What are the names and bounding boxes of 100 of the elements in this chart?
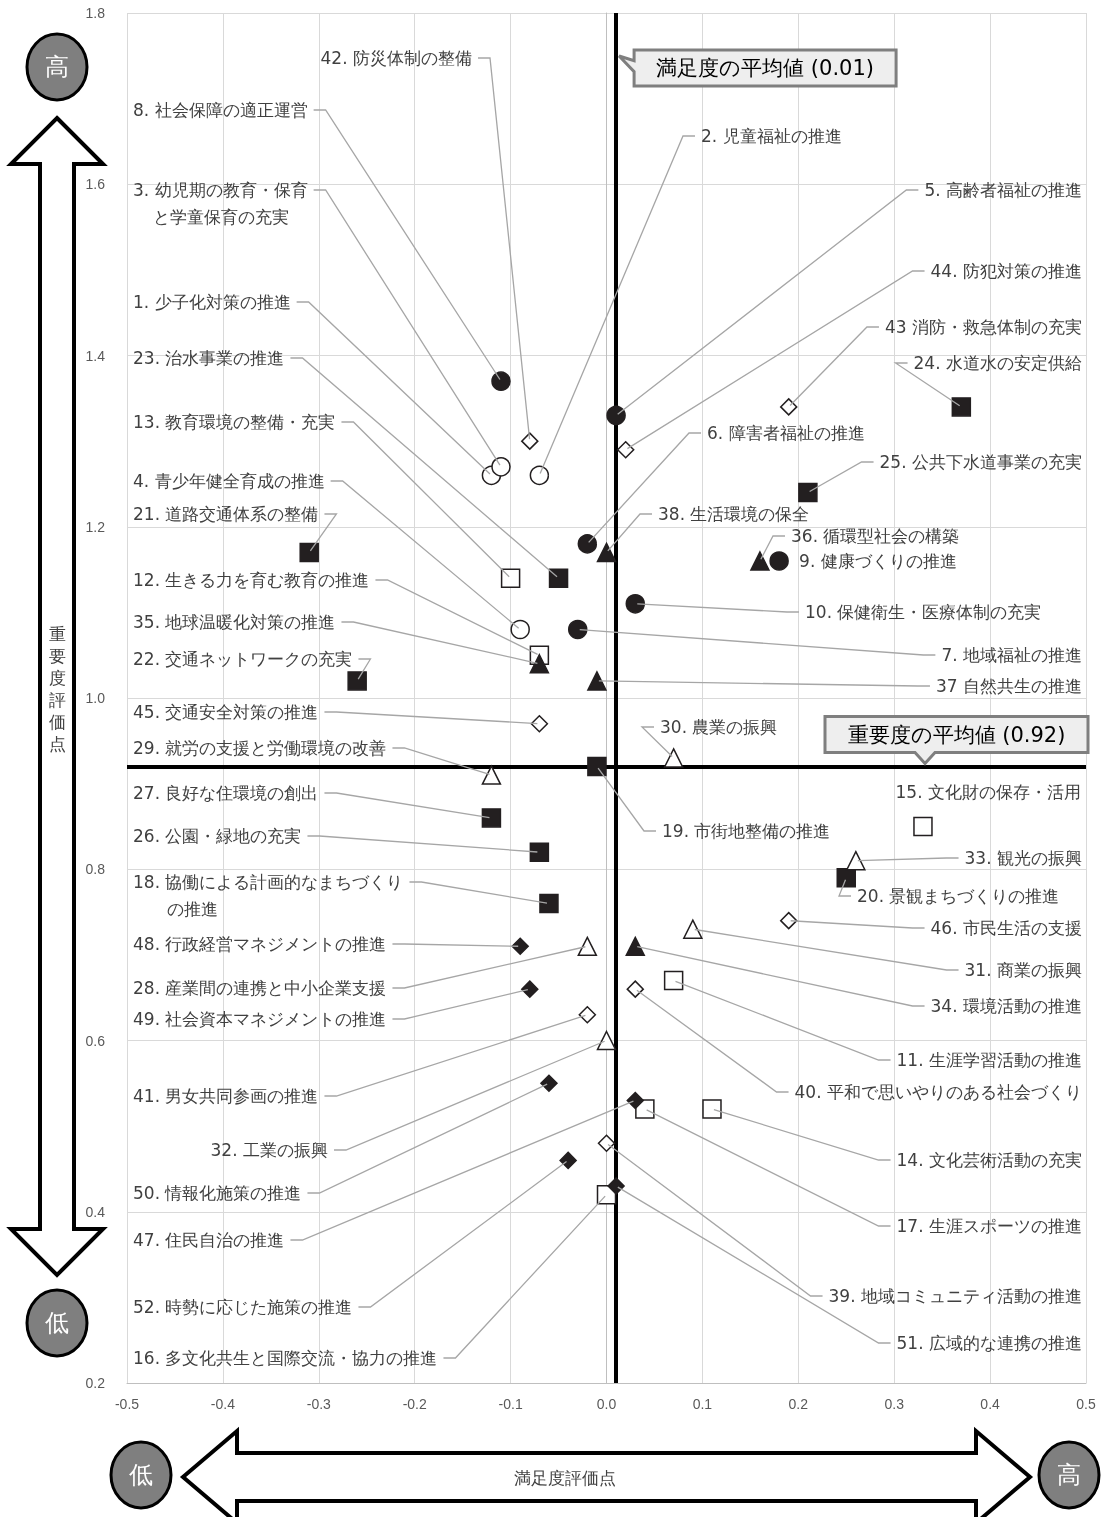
y-tick-label: 1.8 bbox=[85, 5, 106, 21]
point bbox=[626, 980, 645, 998]
x-axis-title: 満足度評価点 bbox=[514, 1468, 616, 1488]
annotation: 33. 観光の振興 bbox=[964, 848, 1082, 868]
point bbox=[529, 654, 550, 674]
point bbox=[683, 919, 703, 939]
annotation: 46. 市民生活の支援 bbox=[930, 918, 1082, 938]
y-tick-label: 1.4 bbox=[85, 347, 106, 364]
x-tick-label: -0.1 bbox=[498, 1396, 523, 1412]
annotation: 47. 住民自治の推進 bbox=[133, 1230, 285, 1250]
annotation: 49. 社会資本マネジメントの推進 bbox=[133, 1009, 387, 1029]
annotation: 21. 道路交通体系の整備 bbox=[133, 504, 319, 524]
point bbox=[626, 1091, 645, 1110]
x-tick-label: 0.1 bbox=[692, 1396, 713, 1412]
point bbox=[607, 1177, 625, 1195]
x-tick-label: -0.5 bbox=[114, 1396, 140, 1412]
y-tick-label: 1.0 bbox=[85, 690, 106, 706]
ref-line-label: 重要度の平均値 (0.92) bbox=[847, 722, 1066, 747]
point bbox=[577, 534, 598, 554]
annotation: 41. 男女共同参画の推進 bbox=[133, 1086, 319, 1106]
annotation: 12. 生きる力を育む教育の推進 bbox=[133, 570, 370, 590]
x-tick-label: -0.2 bbox=[402, 1396, 427, 1412]
annotation: 43 消防・救急体制の充実 bbox=[884, 317, 1082, 337]
annotation: 18. 協働による計画的なまちづくりの推進 bbox=[133, 872, 404, 919]
point bbox=[530, 714, 549, 733]
annotation: 2. 児童福祉の推進 bbox=[701, 126, 842, 146]
annotation: 16. 多文化共生と国際交流・協力の推進 bbox=[133, 1348, 438, 1368]
text: 低 bbox=[45, 1309, 69, 1337]
annotation: 10. 保健衛生・医療体制の充実 bbox=[805, 602, 1042, 622]
annotation: 37 自然共生の推進 bbox=[935, 676, 1082, 696]
point bbox=[521, 980, 539, 998]
point bbox=[769, 551, 789, 571]
x-tick-label: 0.2 bbox=[788, 1396, 809, 1412]
annotation: 26. 公園・緑地の充実 bbox=[133, 826, 302, 846]
annotation: 17. 生涯スポーツの推進 bbox=[896, 1216, 1082, 1236]
point bbox=[616, 440, 635, 459]
point bbox=[750, 551, 770, 571]
point bbox=[529, 842, 550, 862]
point bbox=[510, 619, 530, 640]
point bbox=[798, 482, 818, 503]
annotation: 25. 公共下水道事業の充実 bbox=[879, 452, 1082, 472]
point bbox=[481, 765, 502, 785]
y-tick-label: 1.6 bbox=[85, 176, 106, 193]
annotation: 32. 工業の振興 bbox=[210, 1140, 328, 1160]
annotation: 44. 防犯対策の推進 bbox=[930, 261, 1082, 281]
annotation: 20. 景観まちづくりの推進 bbox=[857, 886, 1060, 906]
point bbox=[578, 1006, 597, 1024]
annotation: 45. 交通安全対策の推進 bbox=[133, 702, 319, 722]
text: 低 bbox=[129, 1461, 153, 1489]
ref-line-label: 満足度の平均値 (0.01) bbox=[656, 56, 874, 80]
point bbox=[500, 568, 521, 588]
y-tick-label: 0.8 bbox=[85, 861, 106, 878]
annotation: 14. 文化芸術活動の充実 bbox=[896, 1150, 1082, 1170]
point bbox=[587, 756, 607, 777]
point bbox=[299, 542, 319, 563]
point bbox=[511, 937, 529, 956]
point bbox=[836, 868, 856, 888]
annotation: 35. 地球温暖化対策の推進 bbox=[133, 612, 336, 632]
point bbox=[568, 619, 588, 640]
point bbox=[702, 1099, 722, 1119]
annotation: 29. 就労の支援と労働環境の改善 bbox=[133, 738, 387, 758]
annotation: 8. 社会保障の適正運営 bbox=[133, 100, 308, 120]
annotation: 23. 治水事業の推進 bbox=[133, 348, 285, 368]
x-tick-label: 0.3 bbox=[884, 1396, 905, 1412]
annotation: 1. 少子化対策の推進 bbox=[133, 292, 291, 312]
point bbox=[548, 568, 569, 588]
annotation: 11. 生涯学習活動の推進 bbox=[896, 1050, 1082, 1070]
y-tick-label: 0.6 bbox=[85, 1032, 106, 1049]
point bbox=[596, 1030, 617, 1051]
point bbox=[521, 432, 539, 450]
annotation: 19. 市街地整備の推進 bbox=[662, 821, 831, 841]
annotation: 24. 水道水の安定供給 bbox=[913, 353, 1082, 373]
annotation: 6. 障害者福祉の推進 bbox=[707, 423, 865, 443]
annotation: 36. 循環型社会の構築 bbox=[791, 526, 960, 546]
point bbox=[625, 594, 646, 614]
point bbox=[347, 671, 367, 691]
point bbox=[596, 542, 617, 563]
text: 高 bbox=[1057, 1461, 1081, 1489]
point bbox=[597, 1134, 616, 1152]
annotation: 4. 青少年健全育成の推進 bbox=[133, 471, 325, 491]
annotation: 34. 環境活動の推進 bbox=[930, 996, 1082, 1016]
y-tick-label: 1.2 bbox=[85, 518, 106, 535]
point bbox=[540, 1074, 558, 1093]
point bbox=[481, 808, 502, 828]
annotation: 5. 高齢者福祉の推進 bbox=[924, 180, 1082, 200]
annotation: 13. 教育環境の整備・充実 bbox=[133, 412, 336, 432]
annotation: 38. 生活環境の保全 bbox=[658, 504, 810, 524]
point bbox=[779, 398, 798, 416]
point bbox=[539, 893, 559, 914]
x-tick-label: -0.4 bbox=[210, 1396, 236, 1412]
annotation: 30. 農業の振興 bbox=[660, 717, 778, 737]
x-tick-label: 0.4 bbox=[980, 1396, 1001, 1412]
x-tick-label: 0.0 bbox=[596, 1396, 617, 1412]
annotation: 51. 広域的な連携の推進 bbox=[896, 1333, 1082, 1353]
y-axis-title: 重要度評価点 bbox=[48, 624, 66, 754]
point bbox=[491, 371, 511, 391]
annotation: 52. 時勢に応じた施策の推進 bbox=[133, 1297, 353, 1317]
annotation: 27. 良好な住環境の創出 bbox=[133, 783, 319, 803]
annotation: 15. 文化財の保存・活用 bbox=[895, 782, 1081, 803]
annotation: 48. 行政経営マネジメントの推進 bbox=[133, 934, 387, 954]
